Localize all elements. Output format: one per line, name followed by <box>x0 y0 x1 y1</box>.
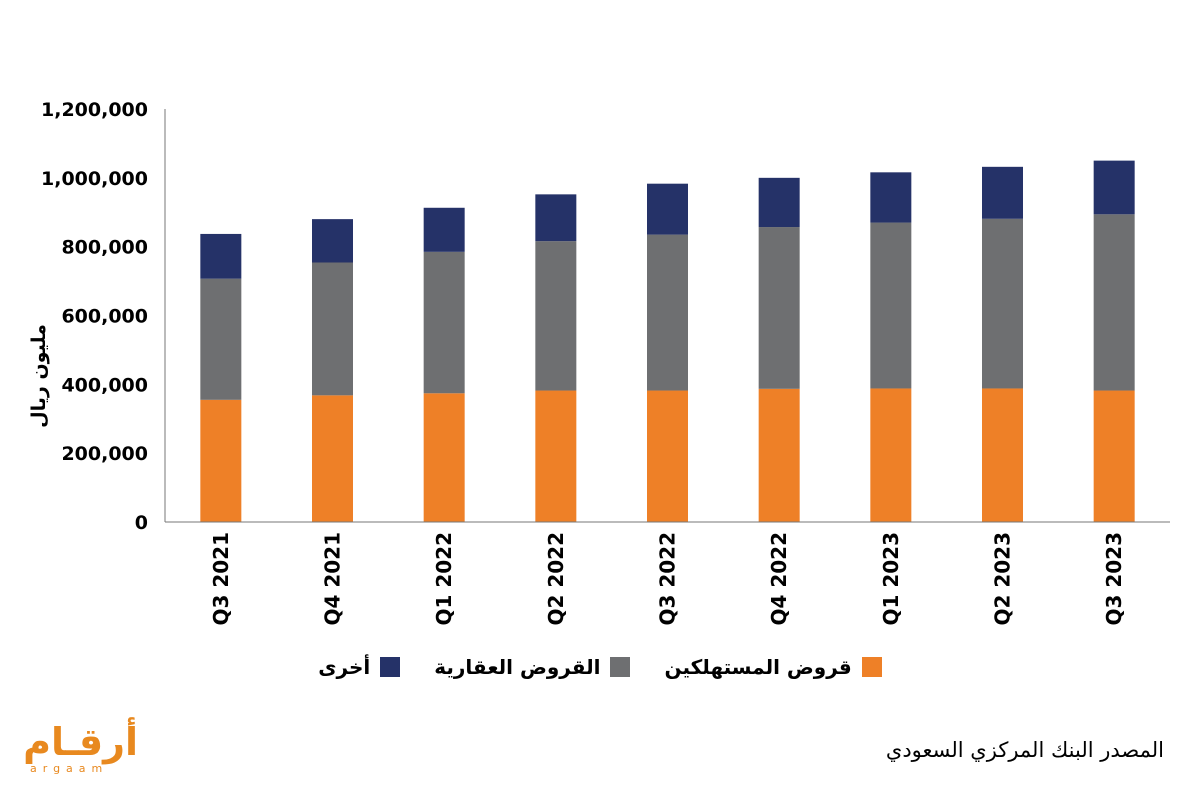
bar-segment <box>200 278 242 400</box>
bar-segment <box>870 388 912 522</box>
x-tick-label: Q1 2022 <box>432 532 456 626</box>
legend-label: أخرى <box>318 655 371 679</box>
bar-segment <box>758 177 800 228</box>
y-tick-label: 600,000 <box>61 306 148 328</box>
x-tick-label: Q2 2023 <box>991 532 1015 626</box>
y-axis-title: مليون ريال <box>28 324 50 428</box>
bar-segment <box>535 194 577 242</box>
y-tick-label: 200,000 <box>61 443 148 465</box>
bar-segment <box>1093 214 1135 391</box>
bar-segment <box>200 399 242 522</box>
bar-segment <box>758 388 800 522</box>
logo-arabic-text: أرقـام <box>23 720 138 764</box>
stacked-bar-chart: 0 200,000 400,000 600,000 800,000 1,000,000 1,… <box>28 99 1170 626</box>
bar-segment <box>312 219 353 263</box>
x-tick-label: Q3 2022 <box>656 532 680 626</box>
bar-segment <box>535 241 577 391</box>
x-tick-label: Q4 2022 <box>767 532 791 626</box>
legend-item: قروض المستهلكين <box>664 655 882 679</box>
legend-item: أخرى <box>318 655 401 679</box>
bar-segment <box>982 388 1023 522</box>
x-tick-label: Q1 2023 <box>879 532 903 626</box>
x-tick-label: Q3 2021 <box>209 532 233 626</box>
bar-segment <box>200 233 242 279</box>
bar-segment <box>982 218 1023 389</box>
y-tick-label: 1,000,000 <box>41 168 148 190</box>
legend-swatch <box>610 657 631 677</box>
bar-segment <box>870 222 912 389</box>
logo-latin-text: argaam <box>30 762 109 775</box>
y-tick-label: 0 <box>135 512 148 534</box>
bar-segment <box>758 227 800 389</box>
y-axis: 0 200,000 400,000 600,000 800,000 1,000,000 1,… <box>41 99 166 534</box>
bar-segment <box>647 183 688 235</box>
legend-label: قروض المستهلكين <box>664 655 852 679</box>
source-note: المصدر البنك المركزي السعودي <box>885 738 1164 762</box>
legend-swatch <box>861 657 882 677</box>
bar-segment <box>423 207 465 252</box>
bar-segment <box>312 395 353 522</box>
x-tick-label: Q2 2022 <box>544 532 568 626</box>
bar-segment <box>647 234 688 391</box>
bar-segment <box>312 262 353 396</box>
x-tick-label: Q4 2021 <box>321 532 345 626</box>
y-tick-label: 800,000 <box>61 237 148 259</box>
y-tick-label: 400,000 <box>61 374 148 396</box>
x-tick-label: Q3 2023 <box>1102 532 1126 626</box>
bar-segment <box>423 393 465 522</box>
bar-segment <box>423 251 465 394</box>
legend: قروض المستهلكين القروض العقارية أخرى <box>0 655 1200 679</box>
bar-segment <box>647 390 688 522</box>
bars <box>200 160 1135 522</box>
bar-segment <box>535 390 577 522</box>
bar-segment <box>870 172 912 223</box>
legend-label: القروض العقارية <box>434 655 601 679</box>
legend-swatch <box>380 657 401 677</box>
legend-item: القروض العقارية <box>434 655 631 679</box>
bar-segment <box>1093 390 1135 522</box>
argaam-logo: أرقـام argaam <box>23 720 138 775</box>
bar-segment <box>1093 160 1135 215</box>
x-axis: Q3 2021 Q4 2021 Q1 2022 Q2 2022 Q3 2022 Q4 20… <box>165 521 1170 626</box>
bar-segment <box>982 166 1023 219</box>
y-tick-label: 1,200,000 <box>41 99 148 121</box>
